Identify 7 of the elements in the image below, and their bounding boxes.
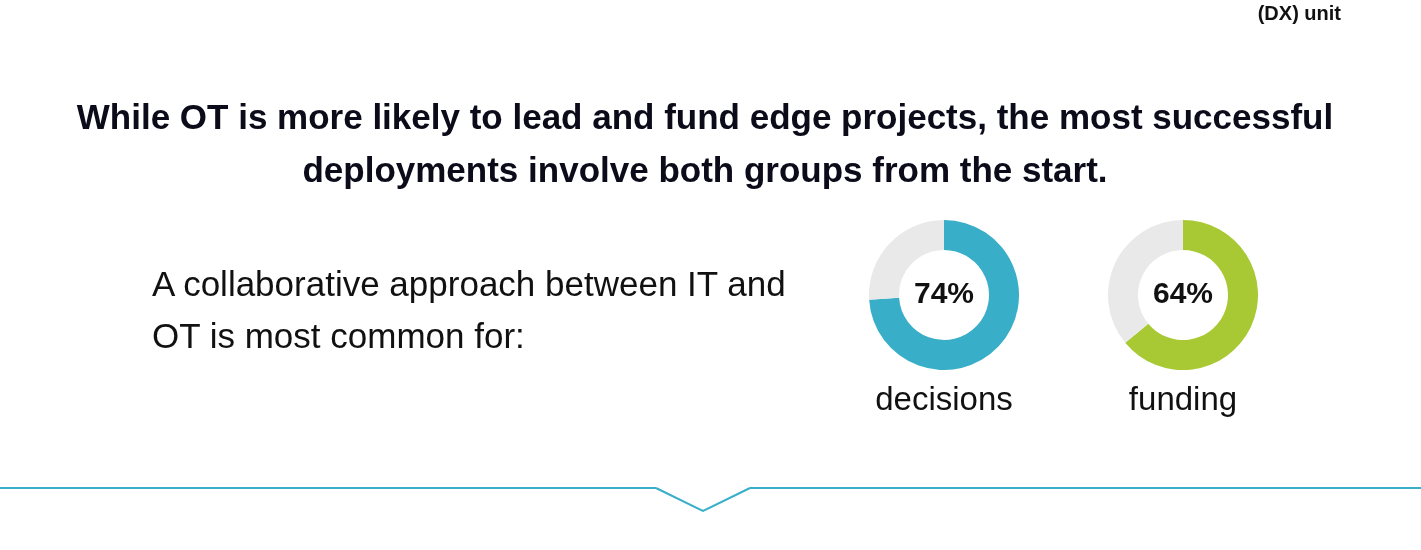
text: (DX) unit	[1257, 2, 1341, 25]
data-label: 74%	[913, 276, 975, 310]
text: A collaborative approach between IT and OT is most common for:	[152, 263, 787, 357]
data-label: 64%	[1152, 276, 1214, 310]
text: funding	[1127, 380, 1239, 418]
text: While OT is more likely to lead and fund edge projects, the most successful deployments involve both groups from the start.	[75, 96, 1335, 191]
text: decisions	[874, 380, 1014, 418]
